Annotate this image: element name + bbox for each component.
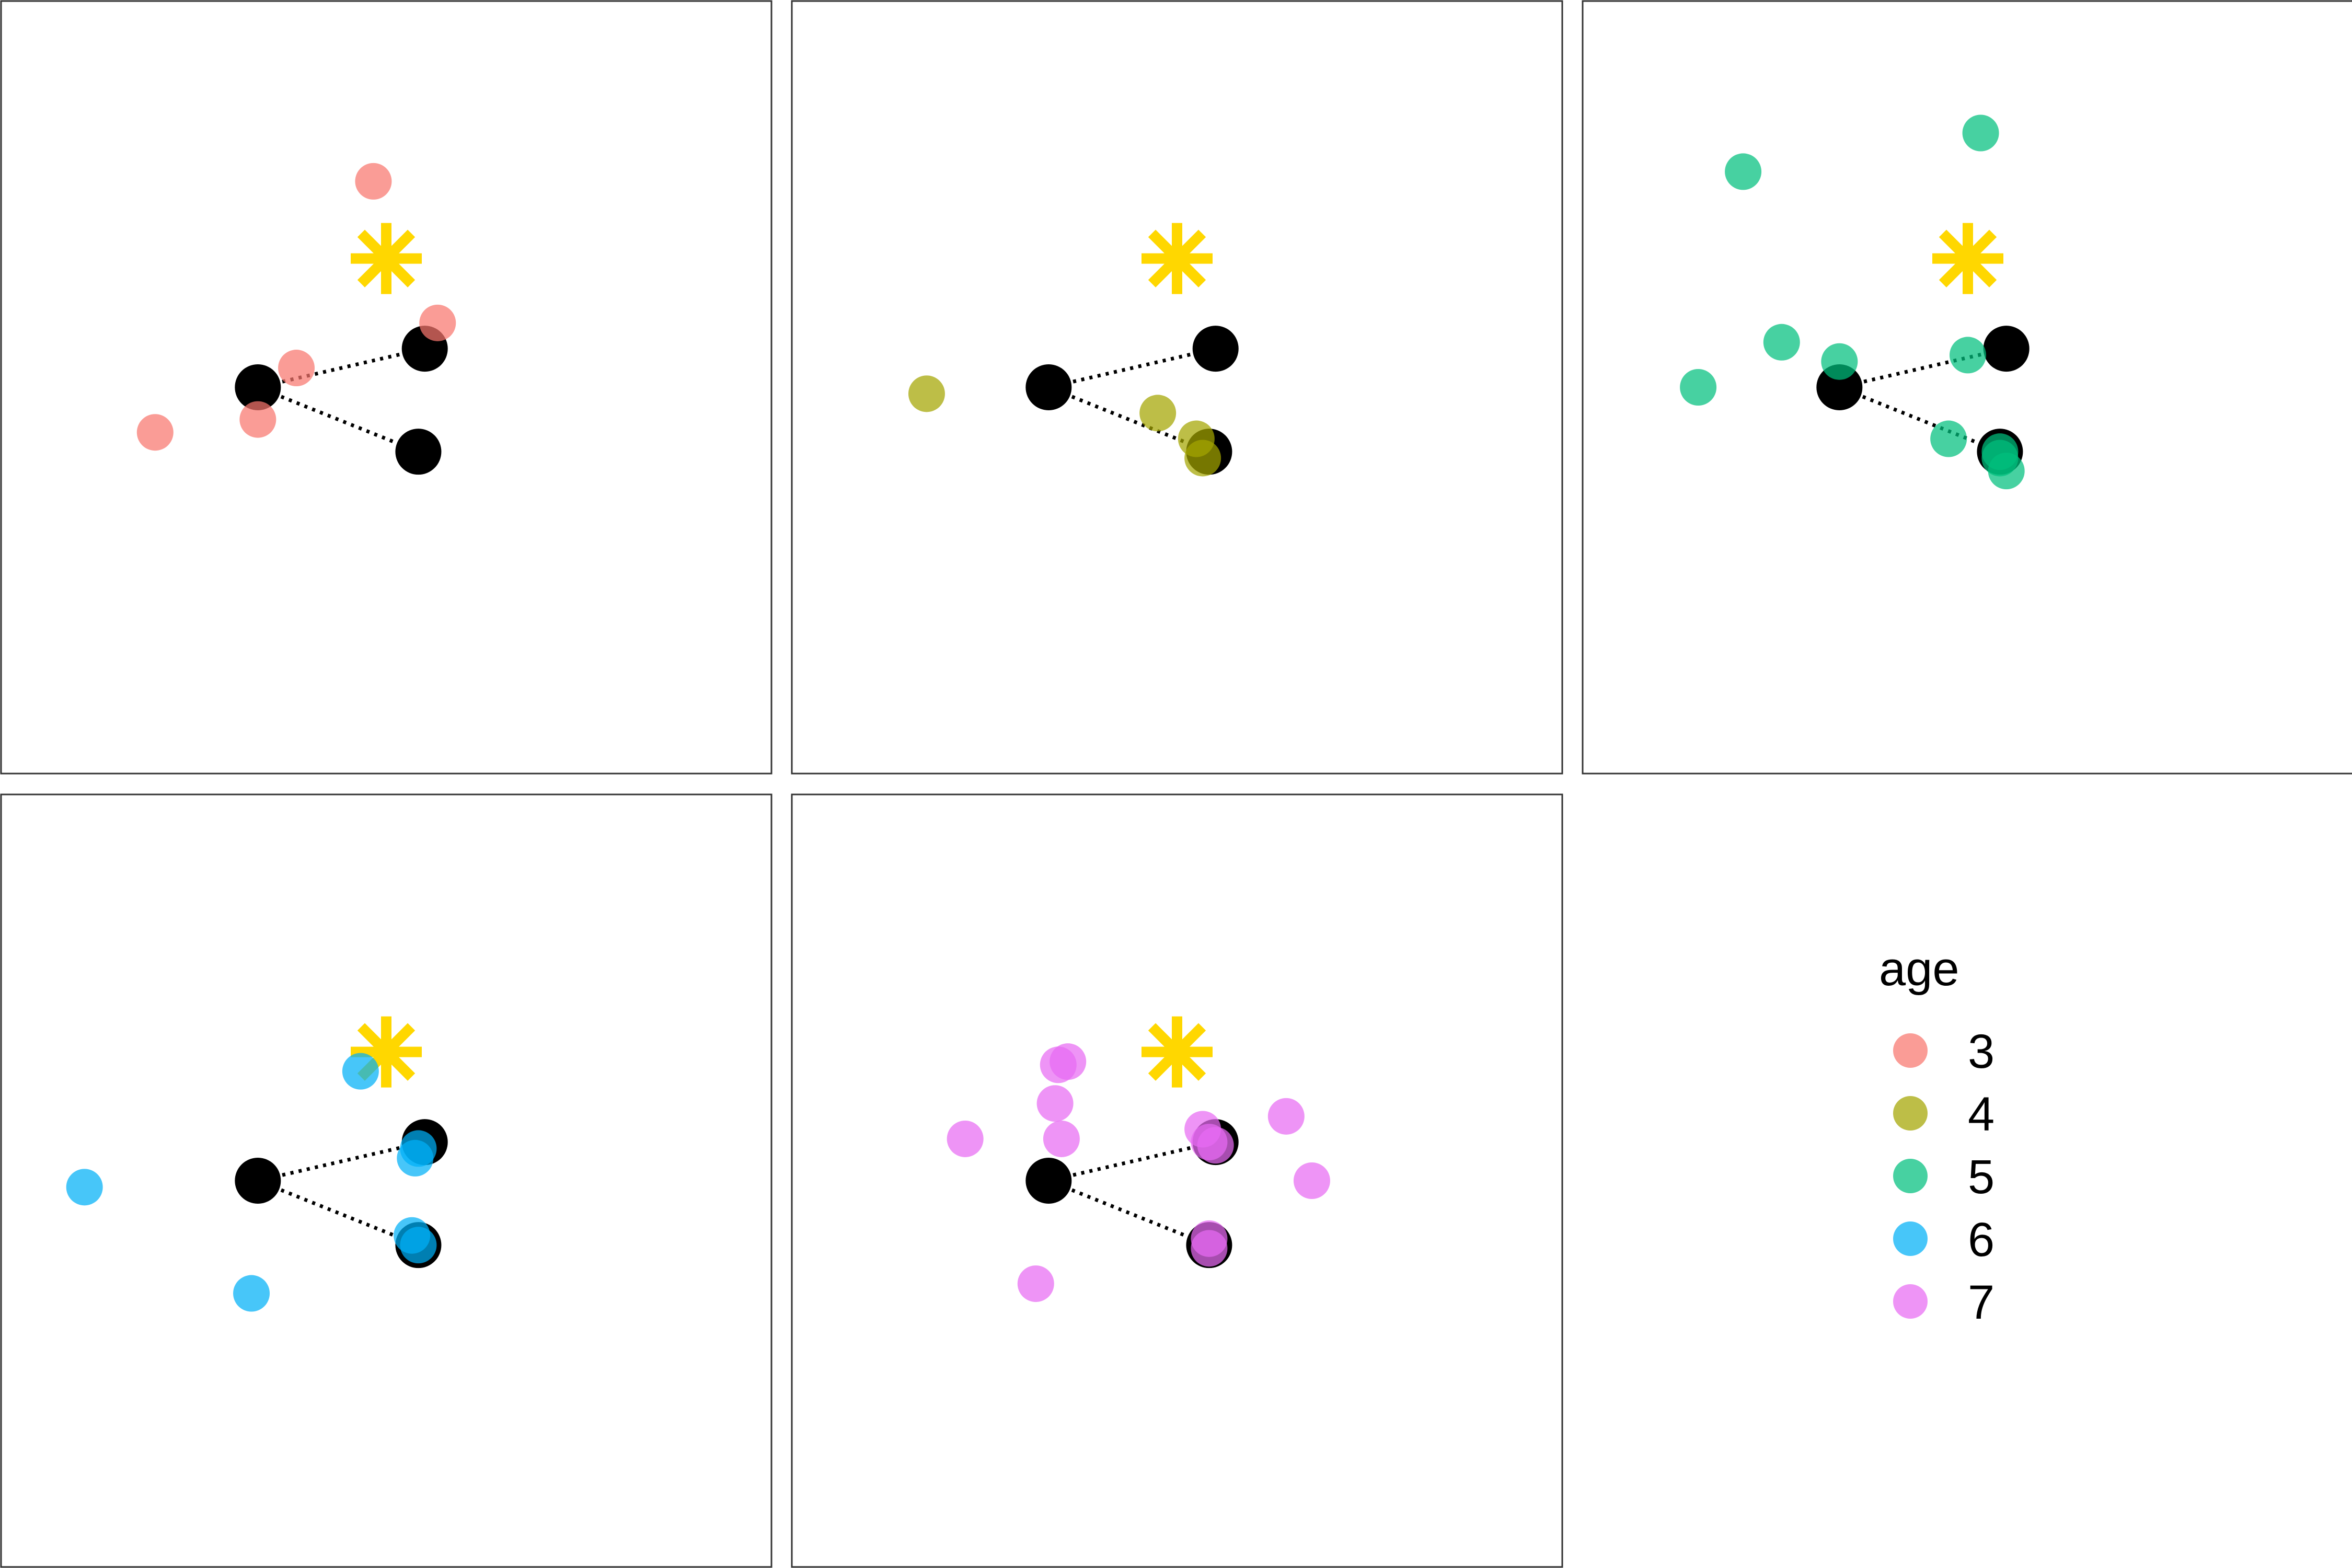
legend-key [1893, 1221, 1928, 1256]
data-point-age-4 [908, 375, 945, 412]
panel-age-4 [791, 0, 1563, 775]
data-point-age-3 [136, 414, 174, 451]
data-point-age-6 [400, 1227, 437, 1264]
data-point-age-3 [239, 401, 276, 438]
target-star-icon [1142, 223, 1213, 294]
data-point-age-3 [278, 350, 315, 387]
reference-connector [1048, 1179, 1210, 1247]
reference-connector [257, 347, 425, 389]
data-point-age-7 [1293, 1162, 1330, 1199]
reference-connector [1048, 347, 1216, 389]
data-point-age-6 [66, 1169, 103, 1206]
data-point-age-5 [1763, 324, 1800, 361]
data-point-age-6 [397, 1139, 434, 1177]
legend-label: 5 [1968, 1150, 1994, 1204]
legend-title: age [1879, 942, 1959, 996]
reference-point [1025, 364, 1072, 410]
panel-age-6 [0, 793, 773, 1568]
data-point-age-5 [1950, 337, 1986, 374]
panel-frame [0, 793, 773, 1568]
data-point-age-6 [233, 1275, 270, 1312]
reference-point [1816, 364, 1863, 410]
legend-key [1893, 1284, 1928, 1319]
data-point-age-3 [355, 163, 392, 200]
data-point-age-7 [947, 1120, 984, 1157]
legend-entry: 5 [1893, 1150, 1994, 1204]
panel-age-3 [0, 0, 773, 775]
reference-point [235, 1158, 281, 1204]
reference-connector [1048, 1140, 1216, 1183]
data-point-age-6 [342, 1053, 379, 1090]
target-star-icon [1932, 223, 2003, 294]
data-point-age-4 [1184, 440, 1221, 477]
reference-point [1025, 1158, 1072, 1204]
target-star-icon [1142, 1016, 1213, 1088]
legend-key [1893, 1096, 1928, 1131]
legend-entry: 7 [1893, 1276, 1994, 1329]
legend-key [1893, 1159, 1928, 1193]
reference-connector [257, 1179, 419, 1247]
reference-point [1983, 326, 2030, 372]
reference-point [1192, 326, 1239, 372]
legend-label: 7 [1968, 1276, 1994, 1329]
data-point-age-5 [1725, 153, 1762, 190]
data-point-age-7 [1036, 1085, 1074, 1122]
data-point-age-3 [419, 304, 456, 341]
legend-label: 6 [1968, 1213, 1994, 1266]
panel-age-5 [1582, 0, 2352, 775]
legend-label: 4 [1968, 1088, 1994, 1141]
legend-entries: 3 4 5 6 7 [1893, 1025, 1994, 1329]
reference-point [395, 429, 442, 475]
panel-age-7 [791, 793, 1563, 1568]
data-point-age-7 [1191, 1124, 1228, 1161]
data-point-age-4 [1139, 395, 1177, 432]
data-point-age-5 [1988, 453, 2025, 490]
data-point-age-5 [1962, 114, 1999, 152]
panel-frame [791, 793, 1563, 1568]
reference-point [235, 364, 281, 410]
panel-frame [0, 0, 773, 775]
legend-key [1893, 1033, 1928, 1068]
reference-connector [257, 385, 419, 454]
data-point-age-7 [1267, 1098, 1305, 1135]
panel-frame [791, 0, 1563, 775]
data-point-age-5 [1680, 369, 1717, 406]
data-point-age-7 [1191, 1230, 1228, 1267]
reference-connector [257, 1140, 425, 1183]
data-point-age-5 [1930, 420, 1967, 457]
legend-label: 3 [1968, 1025, 1994, 1078]
data-point-age-5 [1821, 343, 1858, 380]
data-point-age-7 [1040, 1046, 1077, 1083]
legend: age 3 4 5 6 7 [1879, 942, 1994, 1329]
target-star-icon [351, 223, 422, 294]
reference-connector [1839, 385, 2001, 454]
data-point-age-7 [1017, 1265, 1054, 1302]
legend-entry: 4 [1893, 1088, 1994, 1141]
legend-entry: 3 [1893, 1025, 1994, 1078]
data-point-age-7 [1043, 1120, 1080, 1157]
legend-entry: 6 [1893, 1213, 1994, 1266]
